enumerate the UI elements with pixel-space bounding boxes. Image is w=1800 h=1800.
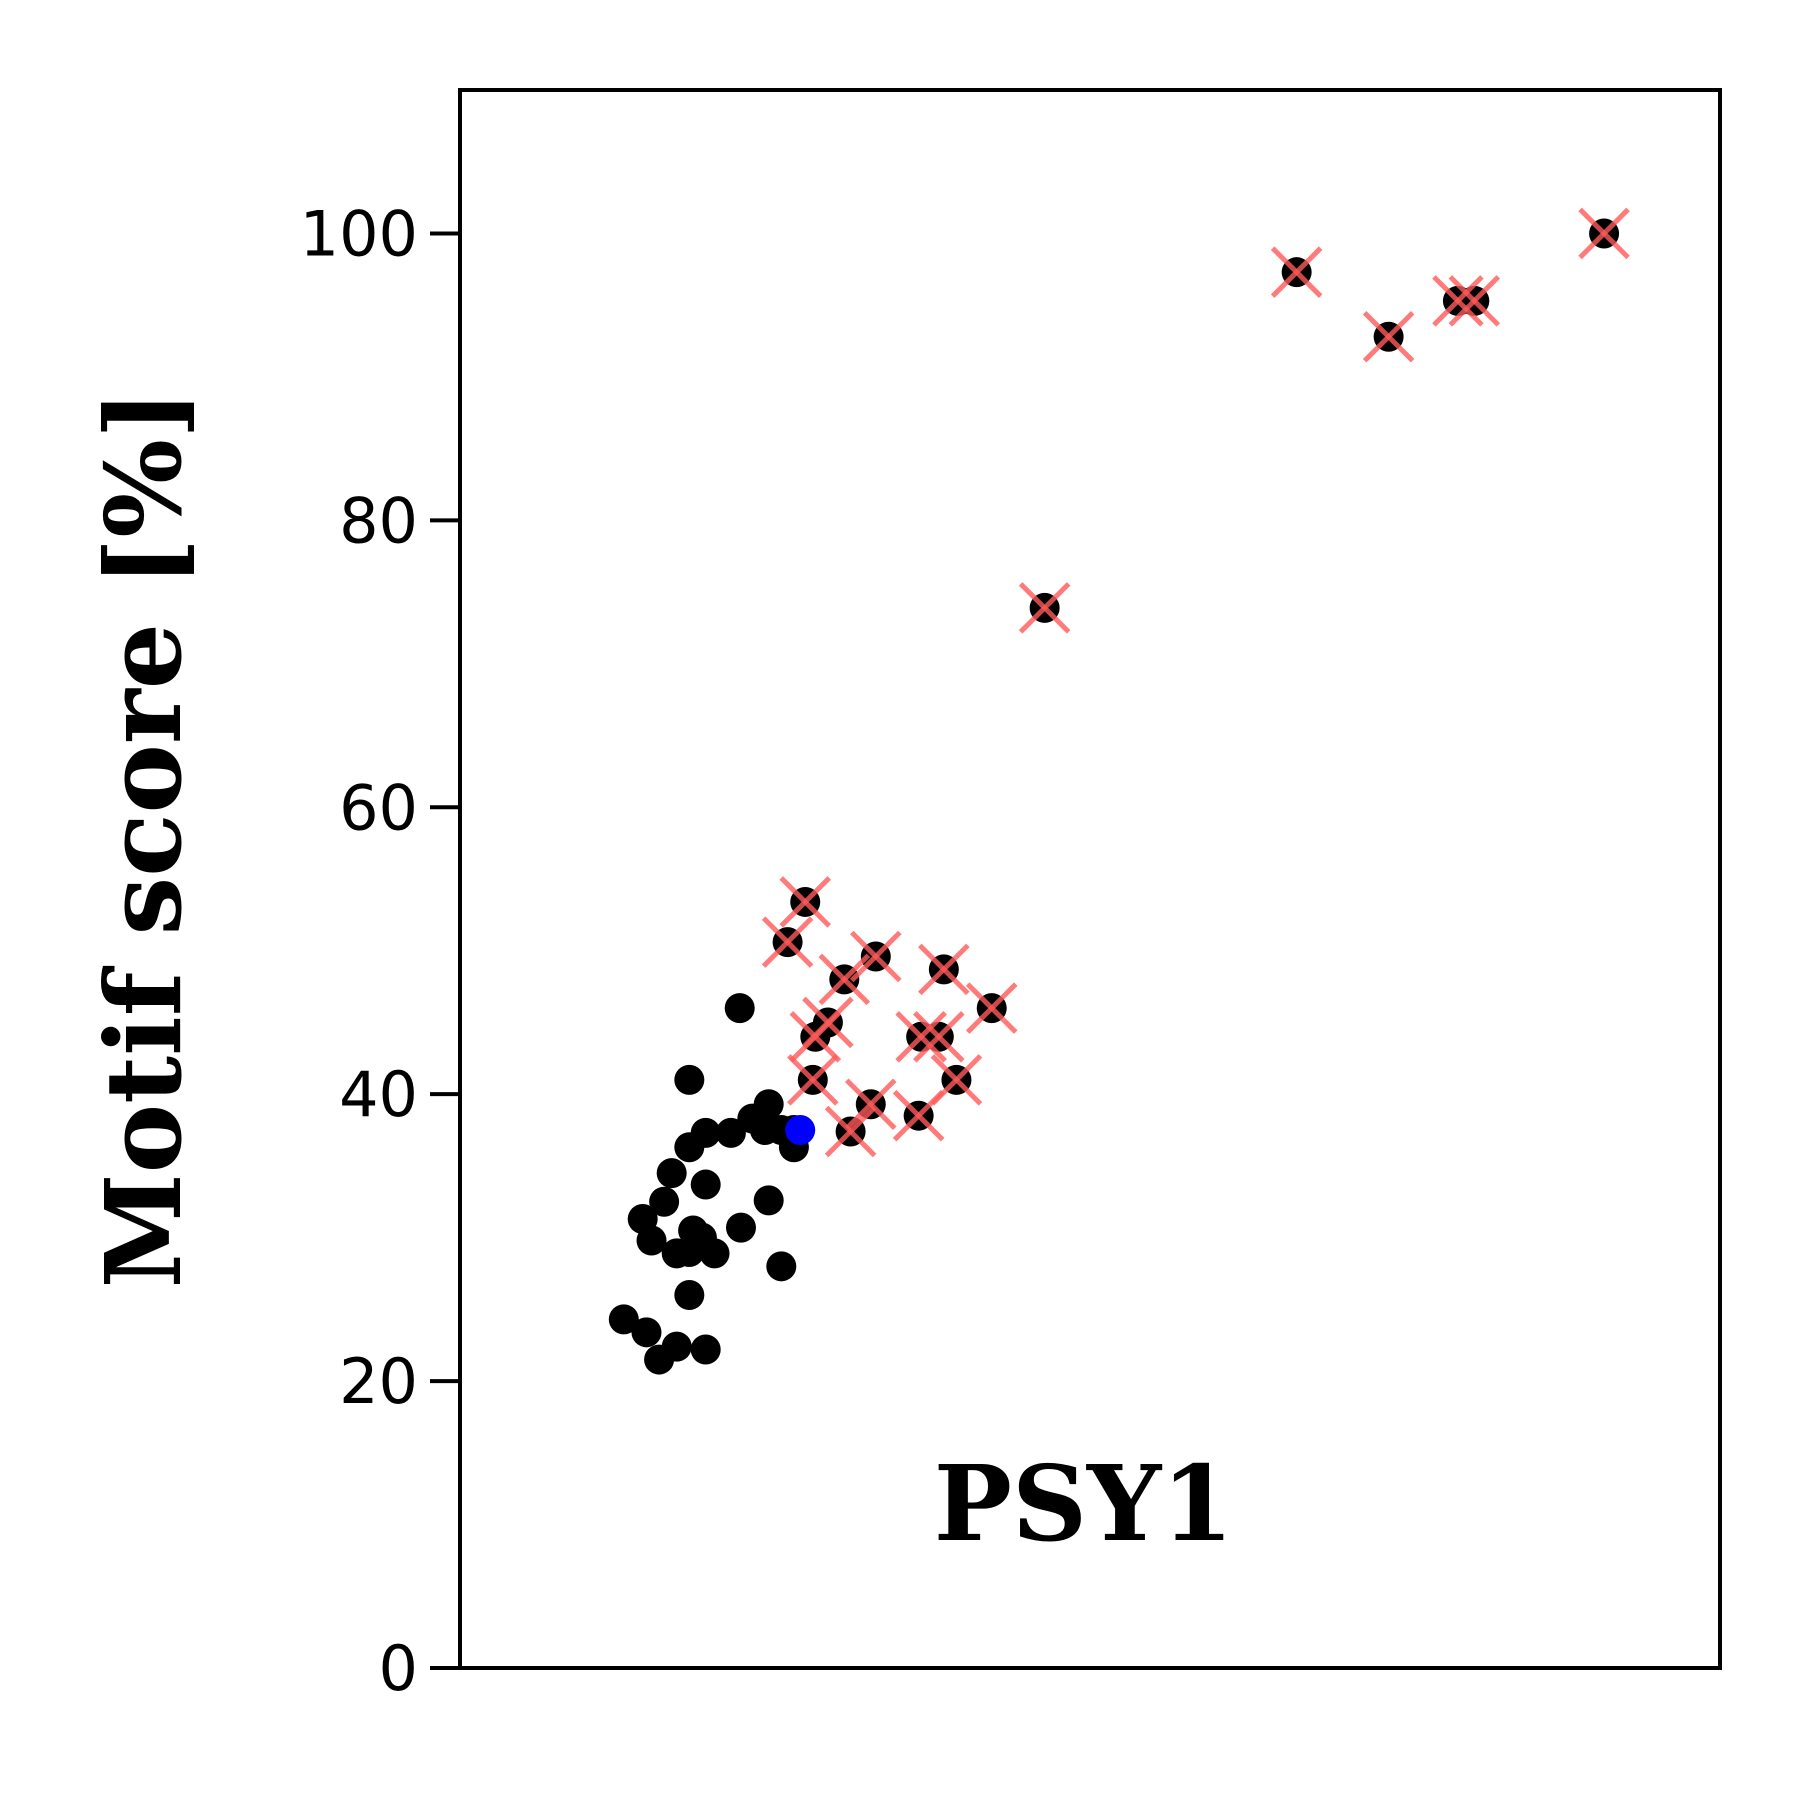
y-tick-label: 60 bbox=[339, 771, 418, 844]
cross-marker bbox=[913, 1011, 965, 1063]
cross-marker bbox=[965, 982, 1018, 1034]
highlighted-point bbox=[785, 1115, 816, 1146]
y-tick-label: 20 bbox=[339, 1345, 418, 1418]
cross-marker bbox=[1432, 275, 1484, 327]
data-point bbox=[656, 1158, 687, 1189]
cross-marker bbox=[1448, 275, 1501, 327]
cross-marker bbox=[802, 996, 854, 1049]
data-point bbox=[631, 1317, 662, 1348]
cross-marker bbox=[850, 930, 902, 983]
cross-marker bbox=[1270, 246, 1323, 298]
plot-frame bbox=[458, 88, 1722, 1670]
cross-marker bbox=[787, 1054, 839, 1106]
cross-marker bbox=[918, 943, 970, 996]
data-point bbox=[674, 1064, 705, 1095]
y-axis: 0 20 40 60 80 100 bbox=[300, 197, 460, 1705]
data-point bbox=[690, 1334, 721, 1365]
data-point bbox=[674, 1280, 705, 1311]
data-point bbox=[661, 1331, 692, 1362]
data-point bbox=[690, 1117, 721, 1148]
plot-annotation: PSY1 bbox=[934, 1442, 1234, 1565]
cross-marker bbox=[1018, 582, 1071, 634]
data-point bbox=[725, 1212, 756, 1243]
data-point bbox=[690, 1169, 721, 1200]
y-axis-label: Motif score [%] bbox=[82, 390, 205, 1289]
data-point bbox=[753, 1185, 784, 1216]
data-point bbox=[608, 1304, 639, 1335]
cross-marker bbox=[779, 876, 832, 928]
data-point bbox=[753, 1089, 784, 1120]
cross-marker bbox=[1578, 207, 1630, 260]
cross-marker bbox=[930, 1054, 983, 1106]
data-point bbox=[649, 1186, 680, 1217]
cross-marker bbox=[761, 916, 814, 968]
cross-marker bbox=[824, 1105, 877, 1158]
cross-marker bbox=[895, 1011, 947, 1063]
cross-marker bbox=[1362, 310, 1415, 363]
cross-marker bbox=[844, 1078, 897, 1130]
y-tick-label: 40 bbox=[339, 1058, 418, 1131]
data-point bbox=[766, 1251, 797, 1282]
data-point bbox=[715, 1117, 746, 1148]
data-point bbox=[699, 1238, 730, 1269]
y-tick-label: 100 bbox=[300, 197, 418, 270]
cross-marker bbox=[818, 953, 871, 1006]
plot-marks bbox=[608, 207, 1630, 1375]
y-tick-label: 0 bbox=[379, 1632, 418, 1705]
data-point bbox=[636, 1225, 667, 1256]
y-tick-label: 80 bbox=[339, 484, 418, 557]
data-point bbox=[724, 993, 755, 1024]
